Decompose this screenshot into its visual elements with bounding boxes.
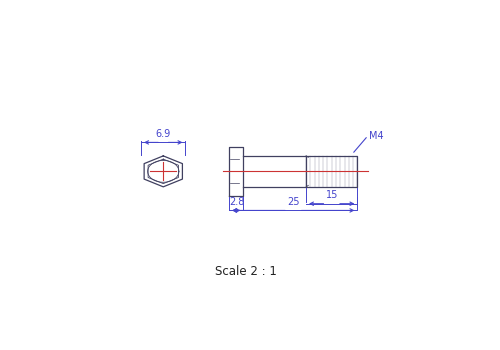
Text: M4: M4	[370, 131, 384, 140]
Text: Scale 2 : 1: Scale 2 : 1	[214, 265, 276, 278]
Text: 25: 25	[287, 197, 300, 207]
Text: 6.9: 6.9	[156, 129, 171, 139]
Text: 2.8: 2.8	[230, 197, 244, 207]
Text: 15: 15	[326, 190, 338, 200]
